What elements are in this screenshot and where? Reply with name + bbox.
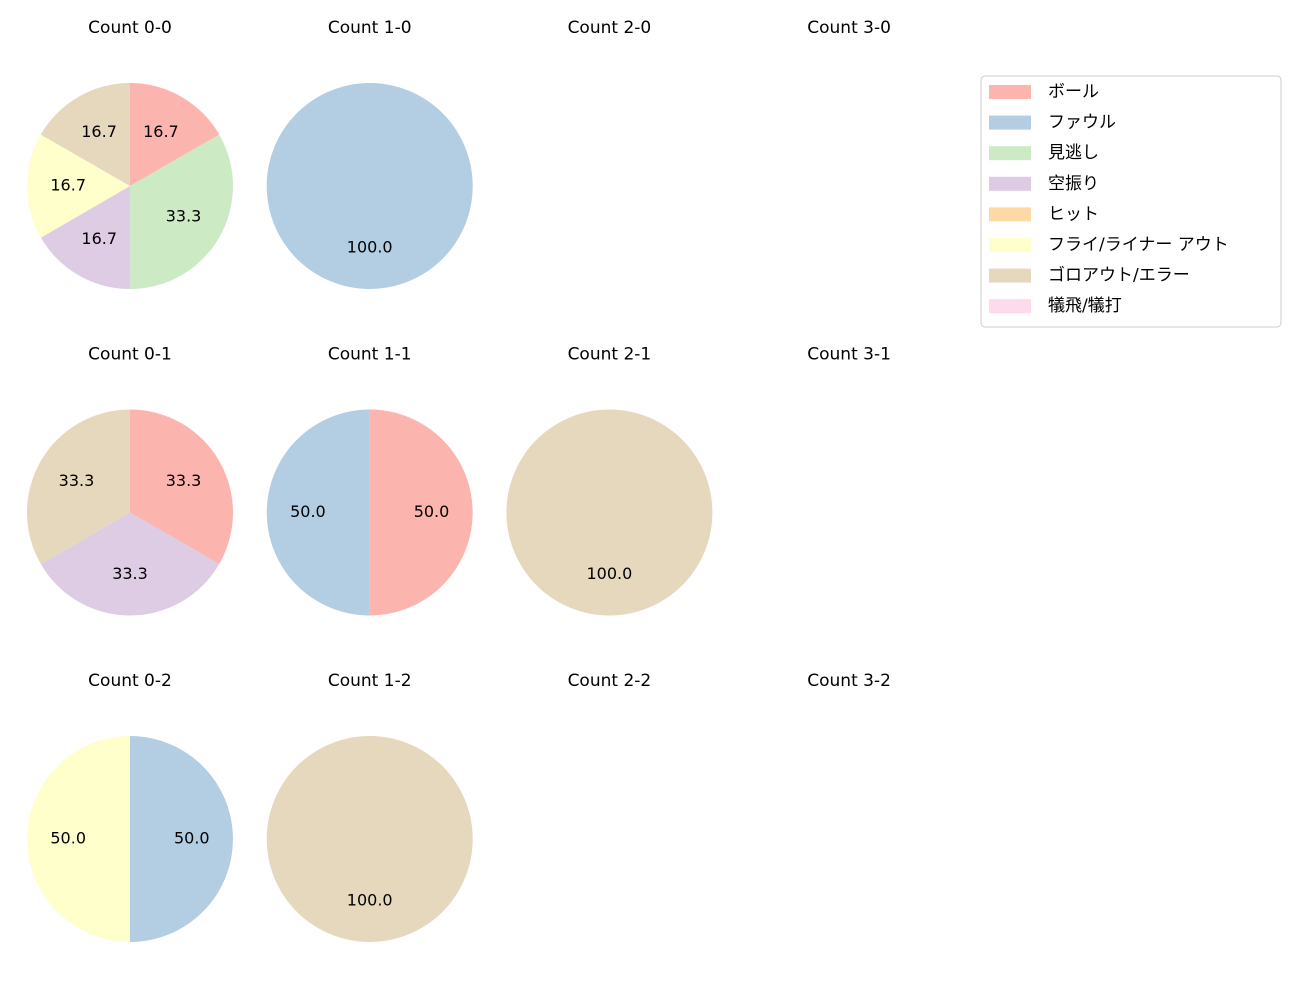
- chart-title: Count 1-2: [328, 671, 412, 691]
- data-label: 16.7: [143, 122, 179, 141]
- legend-box: [980, 75, 1282, 328]
- chart-title: Count 3-0: [807, 18, 891, 38]
- pie-slice: [26, 134, 131, 238]
- pie-slice: [27, 409, 130, 564]
- pie-slice: [130, 134, 233, 289]
- legend-swatch: [989, 207, 1031, 222]
- pie-slice: [130, 83, 220, 186]
- data-label: 50.0: [50, 829, 86, 848]
- pie-slice: [27, 736, 130, 942]
- pie-slice: [40, 512, 220, 616]
- pie-slice: [130, 736, 233, 942]
- legend-label: 空振り: [1048, 174, 1099, 194]
- chart-title: Count 3-2: [807, 671, 891, 691]
- data-label: 100.0: [347, 237, 393, 256]
- legend-swatch: [989, 299, 1031, 314]
- pie-slice: [266, 83, 473, 289]
- legend-label: フライ/ライナー アウト: [1048, 235, 1229, 255]
- legend-label: 犠飛/犠打: [1048, 296, 1122, 316]
- pie-slice: [506, 409, 713, 616]
- legend-label: ヒット: [1048, 204, 1099, 224]
- legend-label: ファウル: [1048, 113, 1116, 133]
- data-label: 16.7: [81, 229, 117, 248]
- legend-label: ゴロアウト/エラー: [1048, 265, 1190, 286]
- data-label: 33.3: [59, 471, 95, 490]
- legend-label: 見逃し: [1048, 143, 1099, 163]
- chart-title: Count 0-0: [88, 18, 172, 38]
- chart-title: Count 2-2: [568, 671, 652, 691]
- data-label: 33.3: [166, 206, 202, 225]
- data-label: 50.0: [414, 502, 450, 521]
- chart-title: Count 1-1: [328, 345, 412, 365]
- chart-title: Count 0-1: [88, 345, 172, 365]
- chart-title: Count 2-0: [568, 18, 652, 38]
- legend-label: ボール: [1048, 82, 1099, 102]
- chart-title: Count 3-1: [807, 345, 891, 365]
- legend-swatch: [989, 85, 1031, 99]
- pie-slice: [369, 409, 473, 616]
- legend-swatch: [989, 238, 1031, 252]
- legend-swatch: [989, 115, 1031, 130]
- data-label: 50.0: [174, 829, 210, 848]
- pie-slice: [130, 409, 233, 564]
- chart-title: Count 2-1: [568, 345, 652, 365]
- pie-slice: [266, 736, 473, 942]
- legend-swatch: [989, 146, 1031, 161]
- pie-slice: [40, 186, 131, 289]
- pie-slice: [40, 83, 130, 186]
- data-label: 100.0: [586, 564, 632, 583]
- data-label: 33.3: [112, 564, 148, 583]
- chart-title: Count 0-2: [88, 671, 172, 691]
- legend-swatch: [989, 268, 1031, 283]
- data-label: 16.7: [50, 176, 86, 195]
- data-label: 33.3: [166, 471, 202, 490]
- data-label: 50.0: [290, 502, 326, 521]
- chart-title: Count 1-0: [328, 18, 412, 38]
- pie-slice: [266, 409, 370, 616]
- data-label: 100.0: [347, 890, 393, 909]
- data-label: 16.7: [81, 122, 117, 141]
- legend-swatch: [989, 176, 1031, 191]
